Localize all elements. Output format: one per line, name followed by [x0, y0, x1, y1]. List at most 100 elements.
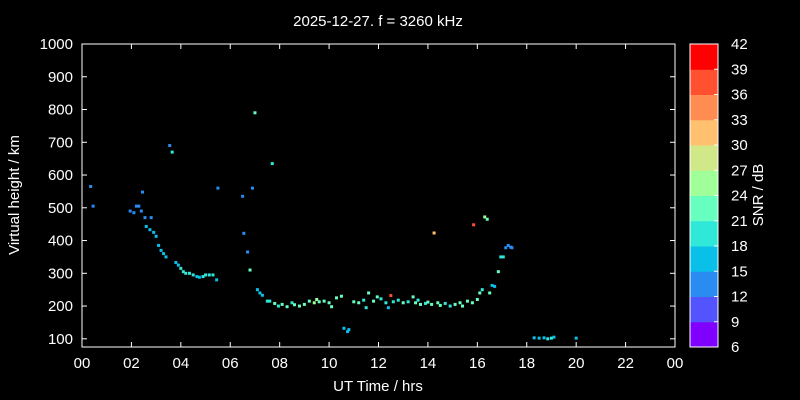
x-axis-label: UT Time / hrs [333, 378, 423, 395]
data-point [386, 306, 390, 310]
data-point [453, 302, 457, 306]
data-point [144, 224, 148, 228]
data-point [362, 298, 366, 302]
data-point [241, 194, 245, 198]
data-point [432, 231, 436, 235]
colorbar-label: SNR / dB [750, 164, 767, 227]
data-point [347, 328, 351, 332]
data-point [162, 252, 166, 256]
colorbar-tick-label: 21 [731, 213, 748, 230]
data-point [317, 300, 321, 304]
data-point [430, 302, 434, 306]
data-point [132, 211, 136, 215]
data-point [176, 263, 180, 267]
y-tick-label: 600 [48, 167, 73, 184]
data-point [137, 204, 141, 208]
data-point [327, 301, 331, 305]
data-point [396, 298, 400, 302]
data-point [168, 144, 172, 148]
colorbar-tick-label: 9 [731, 314, 739, 331]
colorbar-tick-label: 27 [731, 162, 748, 179]
data-point [499, 255, 503, 259]
data-point [268, 299, 272, 303]
data-point [170, 150, 174, 154]
data-point [322, 299, 326, 303]
data-point [211, 273, 215, 277]
x-tick-label: 02 [123, 355, 140, 372]
data-point [307, 299, 311, 303]
data-point [506, 243, 510, 247]
data-point [470, 301, 474, 305]
data-point [273, 301, 277, 305]
colorbar-band [690, 195, 718, 222]
y-tick-label: 500 [48, 200, 73, 217]
data-point [276, 304, 280, 308]
colorbar-tick-label: 12 [731, 289, 748, 306]
y-axis-label: Virtual height / km [6, 135, 23, 255]
data-point [391, 300, 395, 304]
y-tick-label: 800 [48, 102, 73, 119]
data-point [480, 288, 484, 292]
x-tick-label: 16 [469, 355, 486, 372]
data-point [490, 283, 494, 287]
data-point [475, 298, 479, 302]
data-point [406, 300, 410, 304]
data-point [414, 301, 418, 305]
data-point [375, 295, 379, 299]
colorbar-band [690, 296, 718, 323]
data-point [419, 302, 423, 306]
x-tick-label: 00 [74, 355, 91, 372]
colorbar-band [690, 271, 718, 297]
colorbar-tick-label: 6 [731, 339, 739, 356]
colorbar-tick-label: 30 [731, 137, 748, 154]
data-point [367, 291, 371, 295]
colorbar-ticks: 6 9 12 15 18 21 24 27 30 33 36 39 42 [714, 36, 748, 356]
colorbar-band [690, 94, 718, 121]
data-point [312, 301, 316, 305]
data-point [128, 209, 132, 213]
data-point [416, 298, 420, 302]
data-point [302, 302, 306, 306]
colorbar-band [690, 119, 718, 146]
data-point [478, 291, 482, 295]
data-point [542, 336, 546, 340]
data-point [574, 336, 578, 340]
y-tick-label: 900 [48, 69, 73, 86]
data-point [411, 295, 415, 299]
y-tick-label: 1000 [40, 36, 73, 53]
y-tick-label: 200 [48, 298, 73, 315]
y-axis: 100 200 300 400 500 600 700 800 900 1000 [40, 36, 675, 348]
colorbar-band [690, 145, 718, 171]
colorbar-tick-label: 24 [731, 188, 748, 205]
colorbar-band [690, 246, 718, 272]
x-tick-label: 12 [370, 355, 387, 372]
colorbar-band [690, 69, 718, 95]
data-point [292, 303, 296, 307]
data-point [493, 284, 497, 288]
data-point [485, 217, 489, 221]
data-point [139, 209, 143, 213]
data-point [253, 111, 257, 115]
data-point [389, 294, 393, 298]
data-point [461, 304, 465, 308]
data-point [504, 246, 508, 250]
data-point [330, 305, 334, 309]
y-tick-label: 100 [48, 331, 73, 348]
x-tick-label: 22 [617, 355, 634, 372]
data-point [423, 301, 427, 305]
data-point [91, 204, 95, 208]
data-point [342, 326, 346, 330]
data-point [426, 300, 430, 304]
data-point [532, 336, 536, 340]
x-tick-label: 06 [222, 355, 239, 372]
data-point [179, 266, 183, 270]
colorbar-band [690, 170, 718, 196]
data-point [216, 186, 220, 190]
data-point [134, 204, 138, 208]
x-tick-label: 10 [321, 355, 338, 372]
data-point [270, 162, 274, 166]
data-point [352, 300, 356, 304]
data-point [141, 190, 145, 194]
data-point [510, 246, 514, 250]
